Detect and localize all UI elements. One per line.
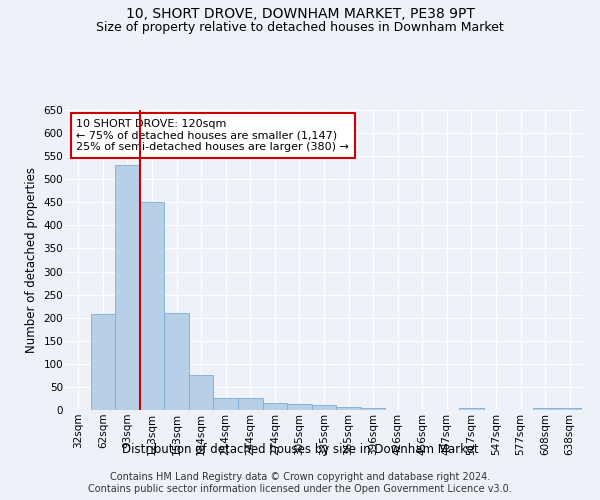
Y-axis label: Number of detached properties: Number of detached properties [25, 167, 38, 353]
Bar [214, 398, 238, 410]
Bar [312, 406, 336, 410]
Bar [164, 313, 189, 410]
Bar [238, 398, 263, 410]
Text: 10, SHORT DROVE, DOWNHAM MARKET, PE38 9PT: 10, SHORT DROVE, DOWNHAM MARKET, PE38 9P… [125, 8, 475, 22]
Bar [336, 407, 361, 410]
Bar [533, 408, 557, 410]
Bar [115, 166, 140, 410]
Bar [91, 314, 115, 410]
Bar [189, 376, 214, 410]
Bar [140, 202, 164, 410]
Text: Size of property relative to detached houses in Downham Market: Size of property relative to detached ho… [96, 21, 504, 34]
Text: Contains HM Land Registry data © Crown copyright and database right 2024.: Contains HM Land Registry data © Crown c… [110, 472, 490, 482]
Bar [459, 408, 484, 410]
Bar [361, 408, 385, 410]
Bar [557, 408, 582, 410]
Text: 10 SHORT DROVE: 120sqm
← 75% of detached houses are smaller (1,147)
25% of semi-: 10 SHORT DROVE: 120sqm ← 75% of detached… [76, 119, 349, 152]
Text: Distribution of detached houses by size in Downham Market: Distribution of detached houses by size … [122, 442, 478, 456]
Text: Contains public sector information licensed under the Open Government Licence v3: Contains public sector information licen… [88, 484, 512, 494]
Bar [287, 404, 312, 410]
Bar [263, 403, 287, 410]
